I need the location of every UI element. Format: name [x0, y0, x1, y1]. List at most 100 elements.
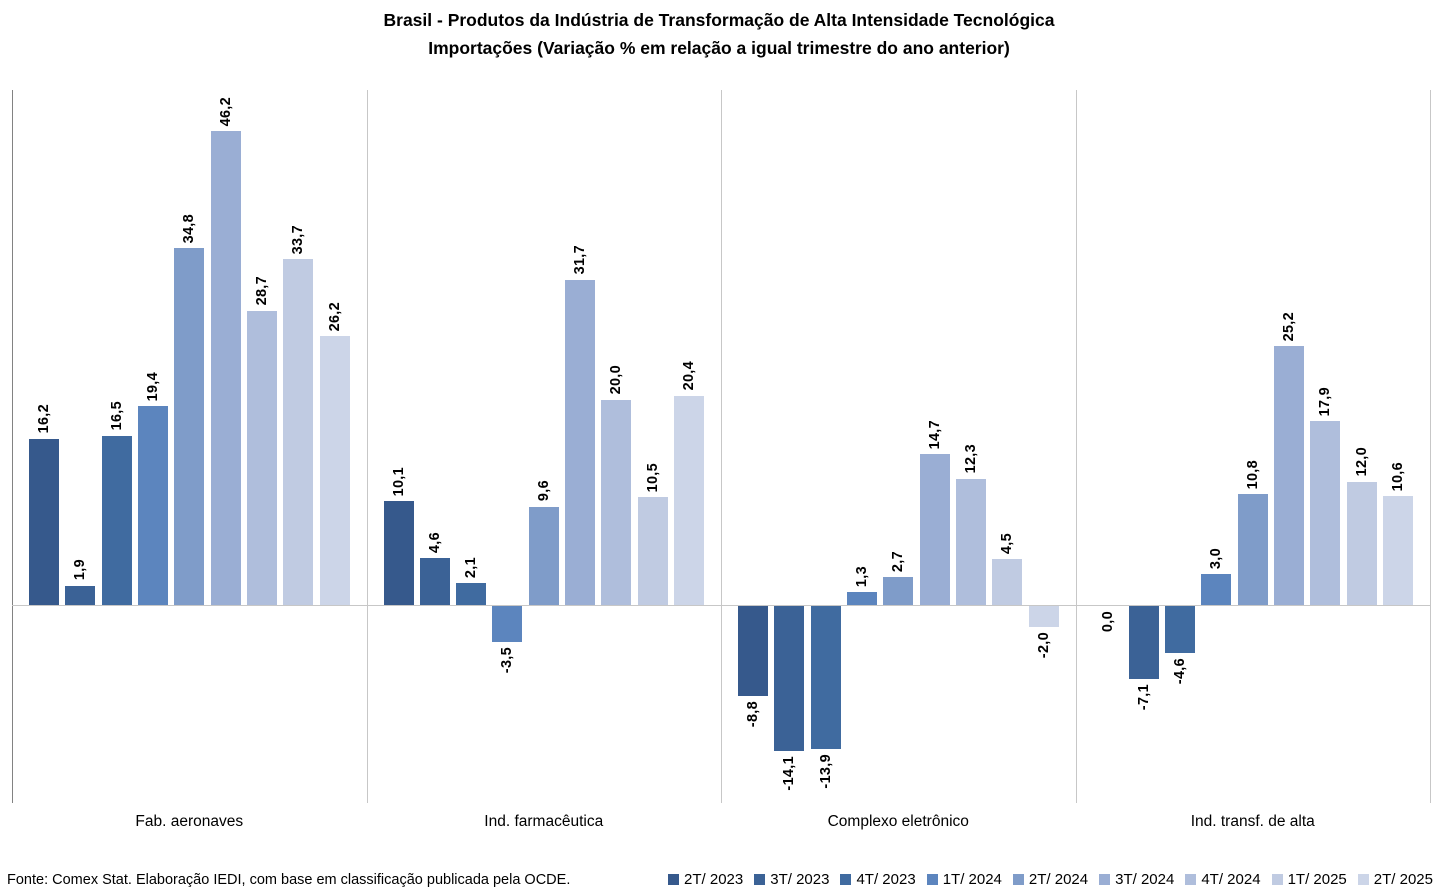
bar-value-label: -13,9 — [817, 753, 834, 789]
legend-item: 1T/ 2024 — [926, 871, 1002, 888]
legend-swatch — [754, 874, 766, 885]
legend-label: 1T/ 2025 — [1287, 871, 1347, 888]
bar — [1274, 346, 1305, 605]
category-divider-line — [1075, 90, 1077, 803]
bar-value-label: -8,8 — [745, 701, 761, 728]
legend-label: 1T/ 2024 — [942, 871, 1002, 888]
bar-value-label: 19,4 — [144, 371, 161, 401]
chart-subtitle: Importações (Variação % em relação a igu… — [428, 38, 1010, 58]
legend-item: 2T/ 2024 — [1012, 871, 1089, 888]
bar-value-label: 14,7 — [926, 419, 943, 450]
bar-value-label: 17,9 — [1317, 386, 1334, 417]
bar — [565, 279, 596, 605]
y-axis-line — [12, 90, 13, 803]
bar — [492, 606, 523, 642]
bar — [674, 395, 704, 605]
bar-value-label: 9,6 — [535, 480, 552, 502]
category-label: Fab. aeronaves — [135, 813, 244, 830]
category-label: Ind. farmacêutica — [484, 813, 604, 830]
bar-value-label: 16,2 — [36, 404, 52, 434]
bar — [383, 501, 414, 605]
bar-value-label: 28,7 — [253, 276, 270, 306]
legend-swatch — [926, 874, 938, 885]
bar-value-label: 26,2 — [326, 301, 343, 332]
legend-item: 3T/ 2023 — [754, 871, 829, 888]
legend-swatch — [1099, 874, 1111, 885]
source-note: Fonte: Comex Stat. Elaboração IEDI, com … — [7, 871, 571, 888]
legend-swatch — [668, 874, 680, 885]
chart-title-block: Brasil - Produtos da Indústria de Transf… — [0, 6, 1438, 62]
bar-value-label: 10,5 — [644, 462, 661, 493]
category-divider-line — [1430, 90, 1431, 803]
legend-label: 3T/ 2023 — [770, 871, 830, 888]
bar — [456, 583, 487, 605]
legend-swatch — [1012, 874, 1024, 885]
bar — [810, 606, 841, 749]
bar — [774, 606, 805, 751]
bar — [29, 438, 59, 605]
bar — [101, 435, 132, 605]
bar — [1383, 496, 1413, 605]
bar — [919, 454, 950, 605]
bar — [1128, 606, 1159, 679]
bar — [246, 310, 277, 605]
bar — [1201, 574, 1232, 605]
bar-value-label: -2,0 — [1035, 631, 1052, 658]
category-label: Complexo eletrônico — [827, 813, 969, 830]
bar-value-label: 46,2 — [217, 96, 234, 126]
bar — [319, 336, 350, 605]
legend-swatch — [1271, 874, 1283, 885]
bar-value-label: 0,0 — [1099, 611, 1116, 633]
bar-value-label: 1,9 — [72, 559, 89, 581]
bar — [1346, 481, 1377, 605]
bar — [992, 558, 1023, 605]
bar — [283, 259, 314, 605]
legend-item: 4T/ 2023 — [840, 871, 916, 888]
bar-value-label: 3,0 — [1208, 548, 1225, 570]
bar — [65, 585, 96, 605]
zero-axis-line — [12, 605, 1430, 606]
bar-value-label: 16,5 — [108, 401, 125, 431]
legend-swatch — [1185, 874, 1197, 885]
legend-item: 4T/ 2024 — [1185, 871, 1261, 888]
legend-item: 2T/ 2025 — [1357, 871, 1433, 888]
bar — [601, 399, 632, 605]
legend-label: 4T/ 2024 — [1201, 871, 1261, 888]
bar-value-label: 33,7 — [290, 224, 307, 255]
bar — [738, 606, 768, 697]
legend-label: 2T/ 2023 — [684, 871, 744, 888]
bar — [1165, 606, 1196, 654]
chart-title: Brasil - Produtos da Indústria de Transf… — [383, 10, 1055, 30]
legend-item: 1T/ 2025 — [1271, 871, 1347, 888]
bar-value-label: 34,8 — [181, 213, 198, 243]
legend-label: 2T/ 2024 — [1028, 871, 1089, 888]
legend-item: 2T/ 2023 — [668, 871, 743, 888]
bar-value-label: 12,0 — [1353, 447, 1370, 477]
bar-value-label: 20,0 — [608, 365, 625, 395]
bar-value-label: 4,5 — [999, 532, 1016, 554]
bar — [137, 405, 168, 605]
category-label: Ind. transf. de alta — [1190, 813, 1315, 830]
bar — [883, 577, 914, 605]
legend-swatch — [840, 874, 852, 885]
bar — [528, 506, 559, 605]
bar-value-label: 12,3 — [962, 444, 979, 474]
bar — [174, 247, 205, 605]
footer-row: Fonte: Comex Stat. Elaboração IEDI, com … — [0, 871, 1438, 888]
legend-label: 4T/ 2023 — [856, 871, 916, 888]
bar-value-label: 25,2 — [1281, 312, 1298, 342]
bar — [1237, 494, 1268, 605]
bar-value-label: 20,4 — [681, 361, 697, 391]
legend-label: 3T/ 2024 — [1115, 871, 1175, 888]
bar-value-label: 2,7 — [890, 551, 907, 573]
bar-value-label: 4,6 — [426, 531, 443, 553]
bar-value-label: -14,1 — [781, 755, 798, 791]
bar-value-label: 1,3 — [853, 565, 870, 587]
bar-value-label: 31,7 — [572, 245, 589, 275]
bar-value-label: 10,6 — [1390, 461, 1406, 492]
bar — [1310, 421, 1341, 605]
bar — [210, 130, 241, 605]
bar-value-label: -3,5 — [499, 646, 516, 674]
bar — [1028, 606, 1059, 627]
